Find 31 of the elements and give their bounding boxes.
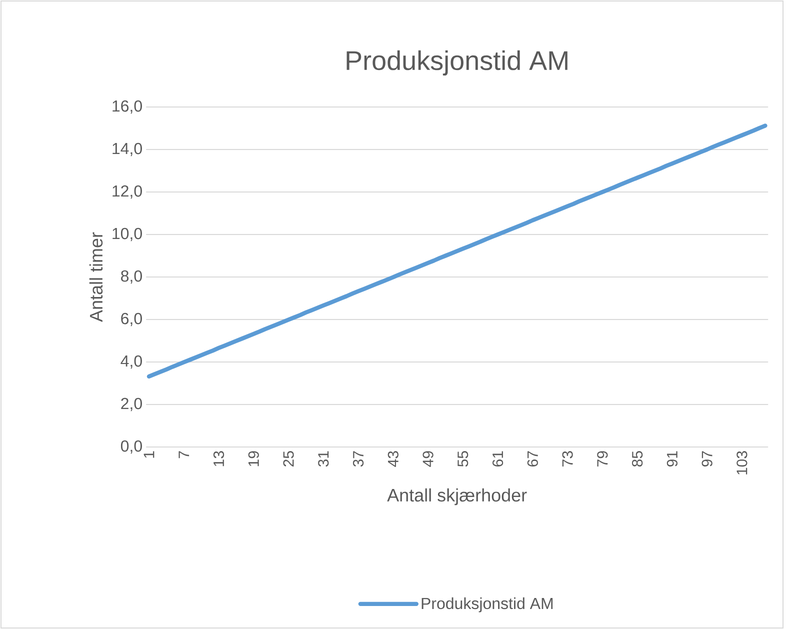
legend-label: Produksjonstid AM: [422, 597, 553, 612]
y-tick-label: 2,0: [121, 398, 142, 412]
x-tick-label: 55: [458, 451, 468, 467]
y-tick-label: 10,0: [112, 228, 142, 242]
y-tick-label: 12,0: [112, 185, 142, 199]
chart-title: Produksjonstid AM: [346, 50, 568, 76]
x-tick-label: 73: [562, 451, 573, 466]
y-tick-label: 4,0: [120, 355, 142, 369]
x-tick-label: 79: [597, 451, 608, 466]
x-tick-label: 37: [352, 451, 364, 467]
x-tick-label: 7: [178, 451, 190, 458]
x-tick-label: 67: [527, 451, 538, 466]
x-tick-label: 91: [666, 451, 678, 466]
y-axis-title: Antall timer: [89, 232, 103, 322]
x-tick-label: 61: [492, 451, 504, 466]
x-tick-label: 25: [283, 451, 294, 466]
x-tick-label: 97: [702, 451, 712, 466]
y-tick-label: 6,0: [121, 312, 142, 326]
x-tick-label: 13: [213, 451, 224, 466]
x-tick-label: 49: [422, 451, 434, 467]
y-tick-label: 16,0: [112, 100, 142, 114]
y-tick-label: 0,0: [120, 440, 142, 454]
x-tick-label: 31: [318, 451, 329, 467]
x-tick-label: 85: [632, 451, 643, 467]
x-tick-label: 103: [736, 451, 748, 474]
x-tick-label: 43: [388, 451, 398, 467]
y-tick-label: 14,0: [112, 142, 142, 156]
x-tick-label: 1: [144, 451, 154, 458]
x-axis-title: Antall skjærhoder: [387, 488, 527, 506]
x-tick-label: 19: [248, 451, 259, 466]
y-tick-label: 8,0: [121, 270, 142, 284]
